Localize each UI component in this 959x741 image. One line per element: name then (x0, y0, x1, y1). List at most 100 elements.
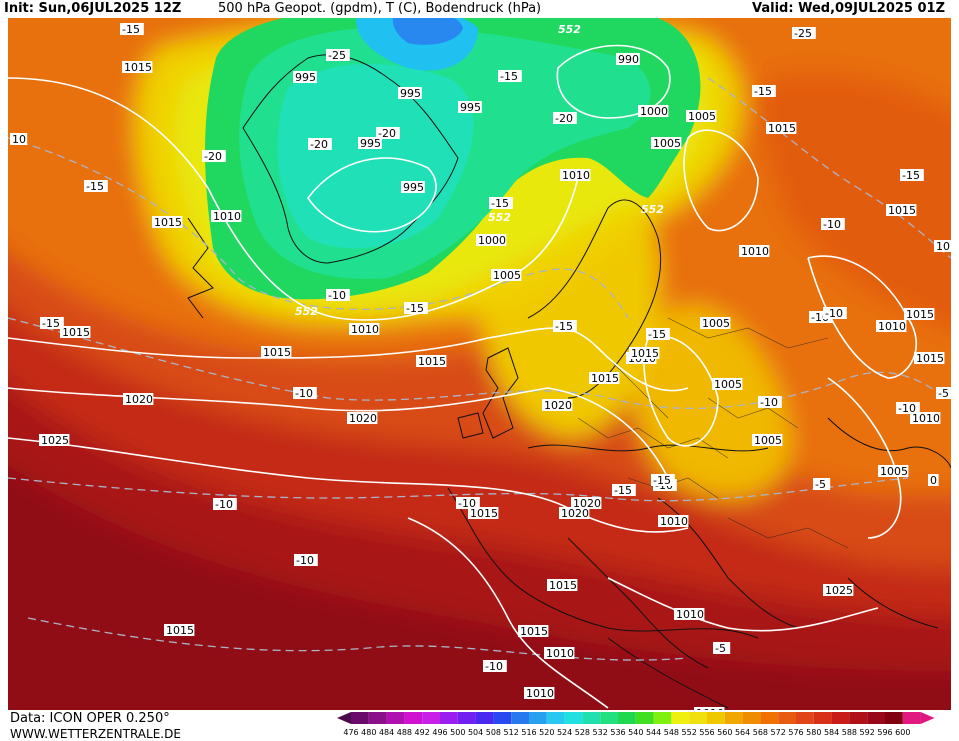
legend-tick-label: 496 (432, 728, 447, 737)
legend-swatch (529, 712, 547, 724)
isobar-label: 995 (360, 137, 381, 150)
isobar-label: 1000 (640, 105, 668, 118)
isotherm-label-box (376, 127, 400, 139)
isotherm-label: -10 (485, 660, 503, 673)
isobar-label-box (458, 101, 482, 113)
legend-swatch (457, 712, 476, 724)
isobar-label: 995 (403, 181, 424, 194)
isobar-label-box (658, 515, 689, 527)
isobar-label: 1005 (702, 317, 730, 330)
isobar-label-box (468, 507, 499, 519)
legend-tick-label: 596 (877, 728, 892, 737)
legend-tick-label: 580 (806, 728, 821, 737)
isotherm-label: -15 (614, 484, 632, 497)
isobar-label: 1015 (418, 355, 446, 368)
legend-tick-label: 576 (788, 728, 803, 737)
isobar-label: 1005 (653, 137, 681, 150)
isotherm-label-box (40, 317, 64, 329)
legend-swatch (653, 712, 672, 724)
isobar-label-box (686, 110, 717, 122)
legend-tick-label: 584 (824, 728, 839, 737)
isotherm-label: -15 (86, 180, 104, 193)
legend-swatch (582, 712, 601, 724)
isobar-label: 1015 (62, 326, 90, 339)
isotherm-label: -10 (328, 289, 346, 302)
init-time: Init: Sun,06JUL2025 12Z (4, 1, 182, 16)
legend-swatch (778, 712, 796, 724)
legend-swatch (813, 712, 832, 724)
isobar-label: 1015 (888, 204, 916, 217)
isotherm-label-box (553, 112, 577, 124)
isobar-label: 1020 (125, 393, 153, 406)
isotherm-label: -25 (328, 49, 346, 62)
isobar-label-box (876, 320, 907, 332)
legend-swatch (689, 712, 707, 724)
valid-time: Valid: Wed,09JUL2025 01Z (752, 1, 945, 16)
legend-swatch (724, 712, 743, 724)
legend-swatch (760, 712, 779, 724)
isobar-label-box (904, 308, 935, 320)
isotherm-label: -20 (310, 138, 328, 151)
isobar-label: 1010 (526, 687, 554, 700)
legend-swatch (867, 712, 885, 724)
isobar-label: 1010 (562, 169, 590, 182)
isobar-label-box (616, 53, 640, 65)
isotherm-label: 0 (930, 474, 937, 487)
isotherm-label: -15 (902, 169, 920, 182)
legend-swatch (671, 712, 690, 724)
isobar-label: 1005 (880, 465, 908, 478)
isobar-label: 1005 (688, 110, 716, 123)
legend-tick-label: 572 (771, 728, 786, 737)
legend-tick-label: 500 (450, 728, 465, 737)
legend-swatch (618, 712, 636, 724)
isotherm-label: -15 (754, 85, 772, 98)
isobar-label: 1010 (546, 647, 574, 660)
isobar-label-box (123, 393, 154, 405)
isobar-label: 1000 (478, 234, 506, 247)
legend-swatch (440, 712, 458, 724)
isobar-label-box (293, 71, 317, 83)
legend-swatch (902, 712, 921, 724)
legend-swatch (475, 712, 494, 724)
isobar-label-box (560, 169, 591, 181)
legend-tick-label: 556 (699, 728, 714, 737)
isotherm-label: -15 (653, 474, 671, 487)
isobar-label-box (571, 497, 602, 509)
legend-tick-label: 484 (379, 728, 394, 737)
isobar-label-box (823, 584, 854, 596)
isobar-label-box (752, 434, 783, 446)
color-legend: 476 480 484 488 492 496 500 504 508 512 516 520 524 5… (337, 712, 935, 737)
isobar-label-box (739, 245, 770, 257)
isobar-label-box (544, 647, 575, 659)
isobar-label: 1015 (631, 347, 659, 360)
isobar-label-box (674, 608, 705, 620)
isobar-label: 1015 (124, 61, 152, 74)
isobar-label: 1015 (906, 308, 934, 321)
isobar-label-box (416, 355, 447, 367)
isobar-label-box (700, 317, 731, 329)
legend-swatch (564, 712, 583, 724)
legend-tick-label: 476 (343, 728, 358, 737)
isotherm-label: -15 (491, 197, 509, 210)
isotherm-label-box (326, 289, 350, 301)
isotherm-label-box (213, 498, 237, 510)
isotherm-label-box (294, 554, 318, 566)
isotherm-label-box (84, 180, 108, 192)
isobar-label-box (629, 347, 660, 359)
isotherm-label-box (456, 497, 480, 509)
isobar-label: 1005 (714, 378, 742, 391)
legend-arrow-left (337, 712, 351, 724)
isotherm-label: -15 (555, 320, 573, 333)
isotherm-label-box (900, 169, 924, 181)
geopotential-label: 552 (641, 203, 664, 216)
isotherm-label: -15 (500, 70, 518, 83)
isotherm-label-box (823, 307, 847, 319)
geopotential-label: 552 (295, 305, 318, 318)
legend-tick-label: 564 (735, 728, 750, 737)
isobar-label: 1025 (825, 584, 853, 597)
legend-tick-label: 588 (842, 728, 857, 737)
isobar-label: 1015 (154, 216, 182, 229)
isobar-label-box (766, 122, 797, 134)
isobar-label-box (524, 687, 555, 699)
legend-tick-label: 592 (860, 728, 875, 737)
